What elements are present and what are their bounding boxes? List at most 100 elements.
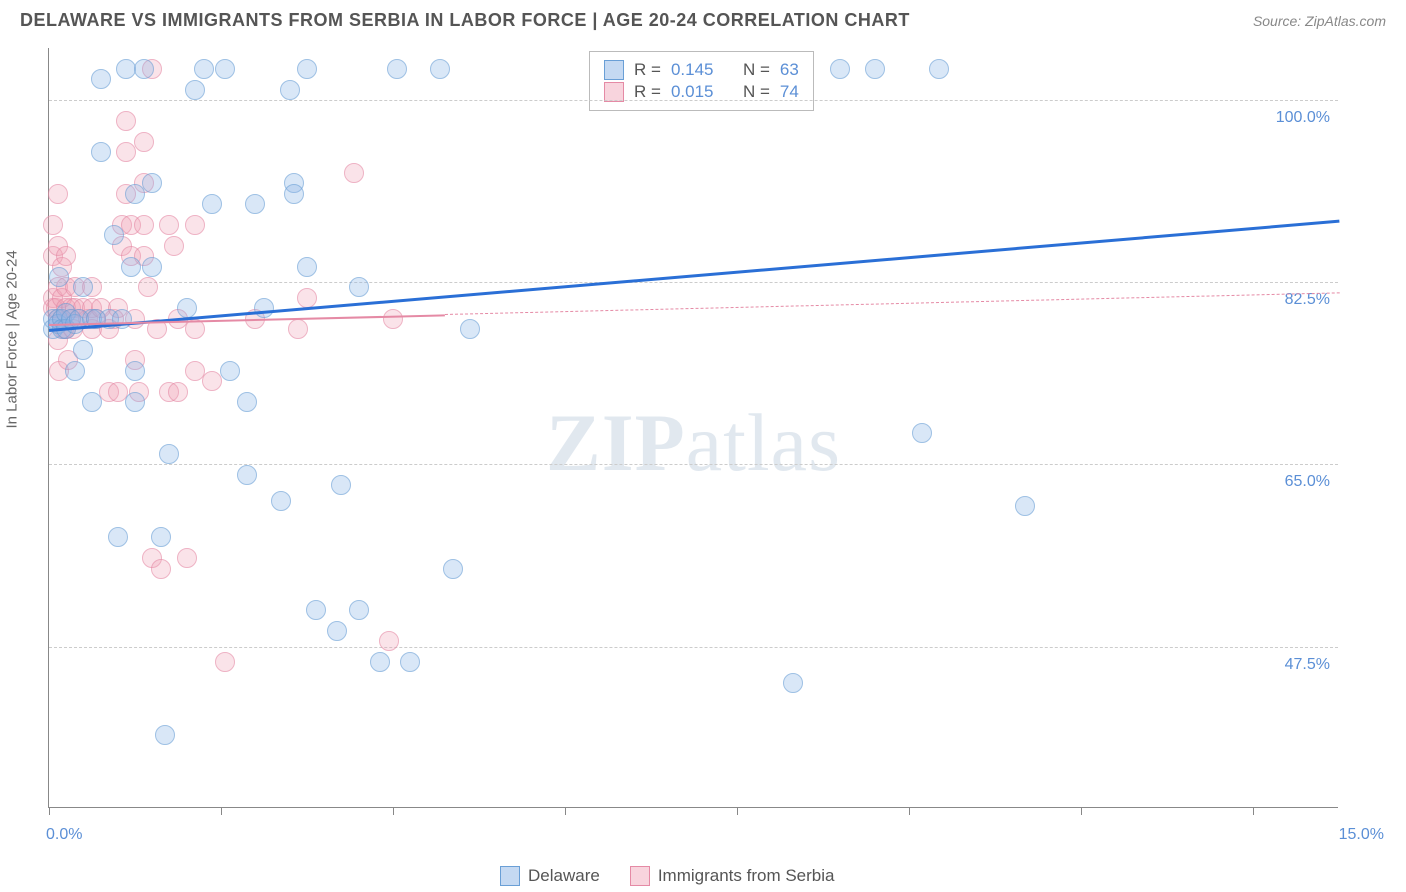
source-label: Source: ZipAtlas.com xyxy=(1253,13,1386,29)
data-point xyxy=(49,267,69,287)
data-point xyxy=(288,319,308,339)
data-point xyxy=(134,59,154,79)
data-point xyxy=(125,392,145,412)
xtick xyxy=(49,807,50,815)
data-point xyxy=(155,725,175,745)
data-point xyxy=(177,298,197,318)
n-value: 74 xyxy=(780,82,799,102)
data-point xyxy=(164,236,184,256)
correlation-box: R = 0.145 N = 63 R = 0.015 N = 74 xyxy=(589,51,814,111)
r-label: R = xyxy=(634,82,661,102)
r-value: 0.145 xyxy=(671,60,714,80)
n-value: 63 xyxy=(780,60,799,80)
xtick xyxy=(737,807,738,815)
watermark: ZIPatlas xyxy=(546,396,841,490)
data-point xyxy=(142,257,162,277)
data-point xyxy=(185,80,205,100)
data-point xyxy=(108,527,128,547)
data-point xyxy=(331,475,351,495)
ytick-label: 100.0% xyxy=(1276,109,1330,127)
xtick xyxy=(221,807,222,815)
correlation-row-1: R = 0.145 N = 63 xyxy=(604,60,799,80)
data-point xyxy=(121,257,141,277)
data-point xyxy=(254,298,274,318)
swatch-delaware xyxy=(604,60,624,80)
n-label: N = xyxy=(743,82,770,102)
data-point xyxy=(912,423,932,443)
data-point xyxy=(65,361,85,381)
gridline xyxy=(49,100,1338,101)
ytick-label: 65.0% xyxy=(1285,473,1330,491)
data-point xyxy=(297,288,317,308)
chart-plot-area: ZIPatlas R = 0.145 N = 63 R = 0.015 N = … xyxy=(48,48,1338,808)
data-point xyxy=(202,194,222,214)
data-point xyxy=(297,257,317,277)
swatch-delaware xyxy=(500,866,520,886)
data-point xyxy=(306,600,326,620)
xtick xyxy=(1253,807,1254,815)
data-point xyxy=(73,277,93,297)
correlation-row-2: R = 0.015 N = 74 xyxy=(604,82,799,102)
data-point xyxy=(116,111,136,131)
r-value: 0.015 xyxy=(671,82,714,102)
xtick xyxy=(1081,807,1082,815)
data-point xyxy=(460,319,480,339)
data-point xyxy=(73,340,93,360)
chart-title: DELAWARE VS IMMIGRANTS FROM SERBIA IN LA… xyxy=(20,10,910,31)
data-point xyxy=(387,59,407,79)
data-point xyxy=(1015,496,1035,516)
data-point xyxy=(783,673,803,693)
legend-item-serbia: Immigrants from Serbia xyxy=(630,866,835,886)
ytick-label: 47.5% xyxy=(1285,656,1330,674)
data-point xyxy=(151,559,171,579)
data-point xyxy=(280,80,300,100)
data-point xyxy=(91,69,111,89)
data-point xyxy=(159,444,179,464)
data-point xyxy=(56,246,76,266)
legend: Delaware Immigrants from Serbia xyxy=(500,866,834,886)
data-point xyxy=(82,392,102,412)
xtick xyxy=(909,807,910,815)
data-point xyxy=(215,59,235,79)
data-point xyxy=(43,215,63,235)
x-max-label: 15.0% xyxy=(1339,826,1384,844)
regression-line xyxy=(49,220,1339,332)
data-point xyxy=(370,652,390,672)
xtick xyxy=(565,807,566,815)
data-point xyxy=(220,361,240,381)
data-point xyxy=(379,631,399,651)
data-point xyxy=(383,309,403,329)
data-point xyxy=(104,225,124,245)
data-point xyxy=(327,621,347,641)
data-point xyxy=(443,559,463,579)
data-point xyxy=(159,215,179,235)
data-point xyxy=(344,163,364,183)
legend-label: Delaware xyxy=(528,866,600,886)
data-point xyxy=(168,382,188,402)
data-point xyxy=(430,59,450,79)
data-point xyxy=(134,132,154,152)
swatch-serbia xyxy=(604,82,624,102)
legend-item-delaware: Delaware xyxy=(500,866,600,886)
data-point xyxy=(138,277,158,297)
n-label: N = xyxy=(743,60,770,80)
data-point xyxy=(349,277,369,297)
data-point xyxy=(245,194,265,214)
data-point xyxy=(271,491,291,511)
gridline xyxy=(49,282,1338,283)
data-point xyxy=(185,215,205,235)
r-label: R = xyxy=(634,60,661,80)
data-point xyxy=(125,361,145,381)
x-min-label: 0.0% xyxy=(46,826,82,844)
y-axis-label: In Labor Force | Age 20-24 xyxy=(4,250,21,428)
data-point xyxy=(349,600,369,620)
data-point xyxy=(194,59,214,79)
legend-label: Immigrants from Serbia xyxy=(658,866,835,886)
data-point xyxy=(134,215,154,235)
data-point xyxy=(177,548,197,568)
data-point xyxy=(830,59,850,79)
xtick xyxy=(393,807,394,815)
data-point xyxy=(151,527,171,547)
regression-line xyxy=(445,293,1339,316)
gridline xyxy=(49,647,1338,648)
